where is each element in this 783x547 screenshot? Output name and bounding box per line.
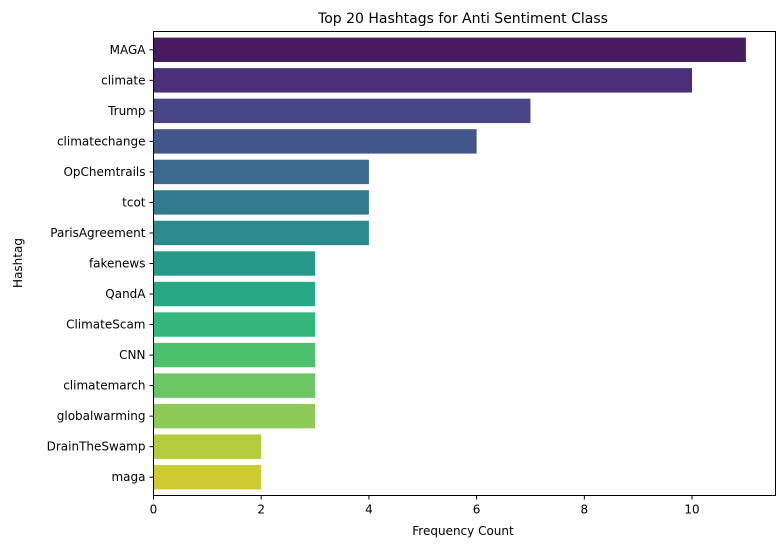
bar-maga: [153, 464, 262, 490]
y-tick-label: climatemarch: [63, 379, 145, 393]
x-tick-label: 0: [150, 503, 158, 517]
y-tick-label: climate: [101, 73, 145, 87]
bar-climatechange: [153, 129, 477, 154]
x-tick-label: 10: [684, 503, 699, 517]
bar-ParisAgreement: [153, 220, 369, 246]
plot-frame: [153, 31, 776, 496]
bar-OpChemtrails: [153, 159, 369, 185]
x-tick-label: 6: [473, 503, 481, 517]
bars-group: [153, 37, 746, 490]
y-tick-label: OpChemtrails: [63, 165, 145, 179]
y-tick-label: climatechange: [57, 134, 146, 148]
chart-title: Top 20 Hashtags for Anti Sentiment Class: [317, 11, 608, 27]
bar-globalwarming: [153, 403, 316, 429]
bar-DrainTheSwamp: [153, 434, 262, 459]
y-axis-title: Hashtag: [11, 238, 25, 288]
bar-Trump: [153, 98, 531, 124]
x-tick-label: 8: [581, 503, 589, 517]
bar-QandA: [153, 281, 316, 307]
bar-MAGA: [153, 37, 746, 63]
bar-tcot: [153, 190, 369, 215]
x-ticks: 0 2 4 6 8 10: [150, 495, 700, 517]
y-tick-label: MAGA: [110, 43, 147, 57]
bar-climate: [153, 68, 693, 93]
y-tick-label: ClimateScam: [66, 318, 145, 332]
y-tick-label: globalwarming: [57, 409, 146, 423]
y-tick-labels: MAGA climate Trump climatechange OpChemtrail…: [47, 43, 154, 484]
y-tick-label: ParisAgreement: [50, 226, 146, 240]
y-tick-label: QandA: [105, 287, 146, 301]
bar-CNN: [153, 342, 316, 368]
y-tick-label: tcot: [122, 195, 146, 209]
y-tick-label: CNN: [119, 348, 145, 362]
bar-climatemarch: [153, 373, 316, 398]
y-tick-label: DrainTheSwamp: [47, 440, 146, 454]
bar-fakenews: [153, 251, 316, 276]
x-tick-label: 4: [365, 503, 373, 517]
y-tick-label: Trump: [107, 104, 145, 118]
bar-ClimateScam: [153, 312, 316, 337]
x-axis-title: Frequency Count: [412, 524, 514, 538]
y-tick-label: maga: [111, 470, 145, 484]
x-tick-label: 2: [257, 503, 265, 517]
y-tick-label: fakenews: [89, 257, 146, 271]
